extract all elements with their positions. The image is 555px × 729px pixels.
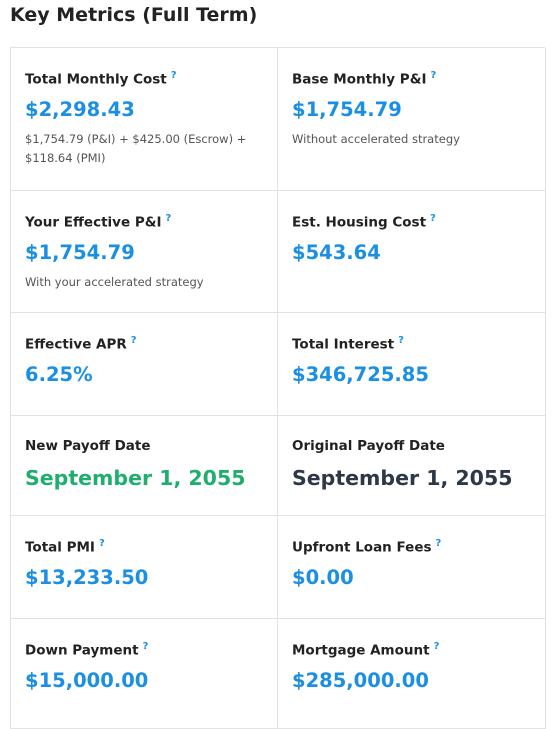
metric-label-row: Upfront Loan Fees? <box>292 538 531 556</box>
metric-label: Mortgage Amount <box>292 642 430 659</box>
section-title: Key Metrics (Full Term) <box>10 4 258 26</box>
metric-value: $15,000.00 <box>25 668 149 692</box>
metric-label: Total Interest <box>292 336 395 353</box>
metric-label: Original Payoff Date <box>292 438 445 454</box>
help-icon[interactable]: ? <box>433 641 440 652</box>
metric-label-row: Original Payoff Date <box>292 438 531 454</box>
metric-label: Total Monthly Cost <box>25 71 167 88</box>
metric-card: New Payoff Date September 1, 2055 <box>11 416 278 516</box>
metric-value: $1,754.79 <box>292 97 402 121</box>
metric-label-row: Your Effective P&I? <box>25 213 263 231</box>
metric-value: 6.25% <box>25 362 93 386</box>
metric-label: Down Payment <box>25 642 139 659</box>
metric-label-row: Total Interest? <box>292 335 531 353</box>
metric-value: $0.00 <box>292 565 354 589</box>
metric-label-row: Base Monthly P&I? <box>292 70 531 88</box>
metric-note: $1,754.79 (P&I) + $425.00 (Escrow) + $11… <box>25 131 247 165</box>
metric-label-row: Effective APR? <box>25 335 263 353</box>
metric-label: Effective APR <box>25 336 127 353</box>
help-icon[interactable]: ? <box>98 538 105 549</box>
metric-label-row: Total Monthly Cost? <box>25 70 263 88</box>
metric-card: Down Payment? $15,000.00 <box>11 619 278 729</box>
metric-card: Total PMI? $13,233.50 <box>11 516 278 619</box>
help-icon[interactable]: ? <box>398 335 404 346</box>
help-icon[interactable]: ? <box>165 213 172 224</box>
metric-label: Upfront Loan Fees <box>292 539 432 556</box>
metric-card: Base Monthly P&I? $1,754.79 Without accele… <box>278 48 546 191</box>
metric-label-row: New Payoff Date <box>25 438 263 454</box>
help-icon[interactable]: ? <box>430 213 436 224</box>
metric-label-row: Mortgage Amount? <box>292 641 531 659</box>
metric-value: $285,000.00 <box>292 668 429 692</box>
metric-card: Upfront Loan Fees? $0.00 <box>278 516 546 619</box>
metric-card: Original Payoff Date September 1, 2055 <box>278 416 546 516</box>
metric-label: Total PMI <box>25 539 95 556</box>
metric-value: September 1, 2055 <box>292 466 513 490</box>
metric-label-row: Total PMI? <box>25 538 263 556</box>
help-icon[interactable]: ? <box>435 538 442 549</box>
metric-value: $13,233.50 <box>25 565 149 589</box>
metric-value: $346,725.85 <box>292 362 429 386</box>
metric-card: Est. Housing Cost? $543.64 <box>278 191 546 313</box>
metric-label: Est. Housing Cost <box>292 214 427 231</box>
metric-label: New Payoff Date <box>25 438 151 454</box>
page: Key Metrics (Full Term) Total Monthly Co… <box>10 4 546 729</box>
metric-card: Mortgage Amount? $285,000.00 <box>278 619 546 729</box>
help-icon[interactable]: ? <box>430 70 437 81</box>
help-icon[interactable]: ? <box>170 70 177 81</box>
metric-label: Base Monthly P&I <box>292 71 427 88</box>
help-icon[interactable]: ? <box>130 335 137 346</box>
metric-card: Total Monthly Cost? $2,298.43 $1,754.79 (P… <box>11 48 278 191</box>
metric-card: Your Effective P&I? $1,754.79 With your ac… <box>11 191 278 313</box>
metric-value: $2,298.43 <box>25 97 135 121</box>
metric-label-row: Est. Housing Cost? <box>292 213 531 231</box>
metric-value: September 1, 2055 <box>25 466 246 490</box>
metric-label: Your Effective P&I <box>25 214 162 231</box>
metric-label-row: Down Payment? <box>25 641 263 659</box>
help-icon[interactable]: ? <box>142 641 149 652</box>
metrics-grid: Total Monthly Cost? $2,298.43 $1,754.79 (P… <box>10 47 546 729</box>
metric-value: $543.64 <box>292 240 381 264</box>
metric-note: Without accelerated strategy <box>292 131 460 146</box>
metric-card: Effective APR? 6.25% <box>11 313 278 416</box>
metric-value: $1,754.79 <box>25 240 135 264</box>
metric-note: With your accelerated strategy <box>25 274 204 289</box>
metric-card: Total Interest? $346,725.85 <box>278 313 546 416</box>
